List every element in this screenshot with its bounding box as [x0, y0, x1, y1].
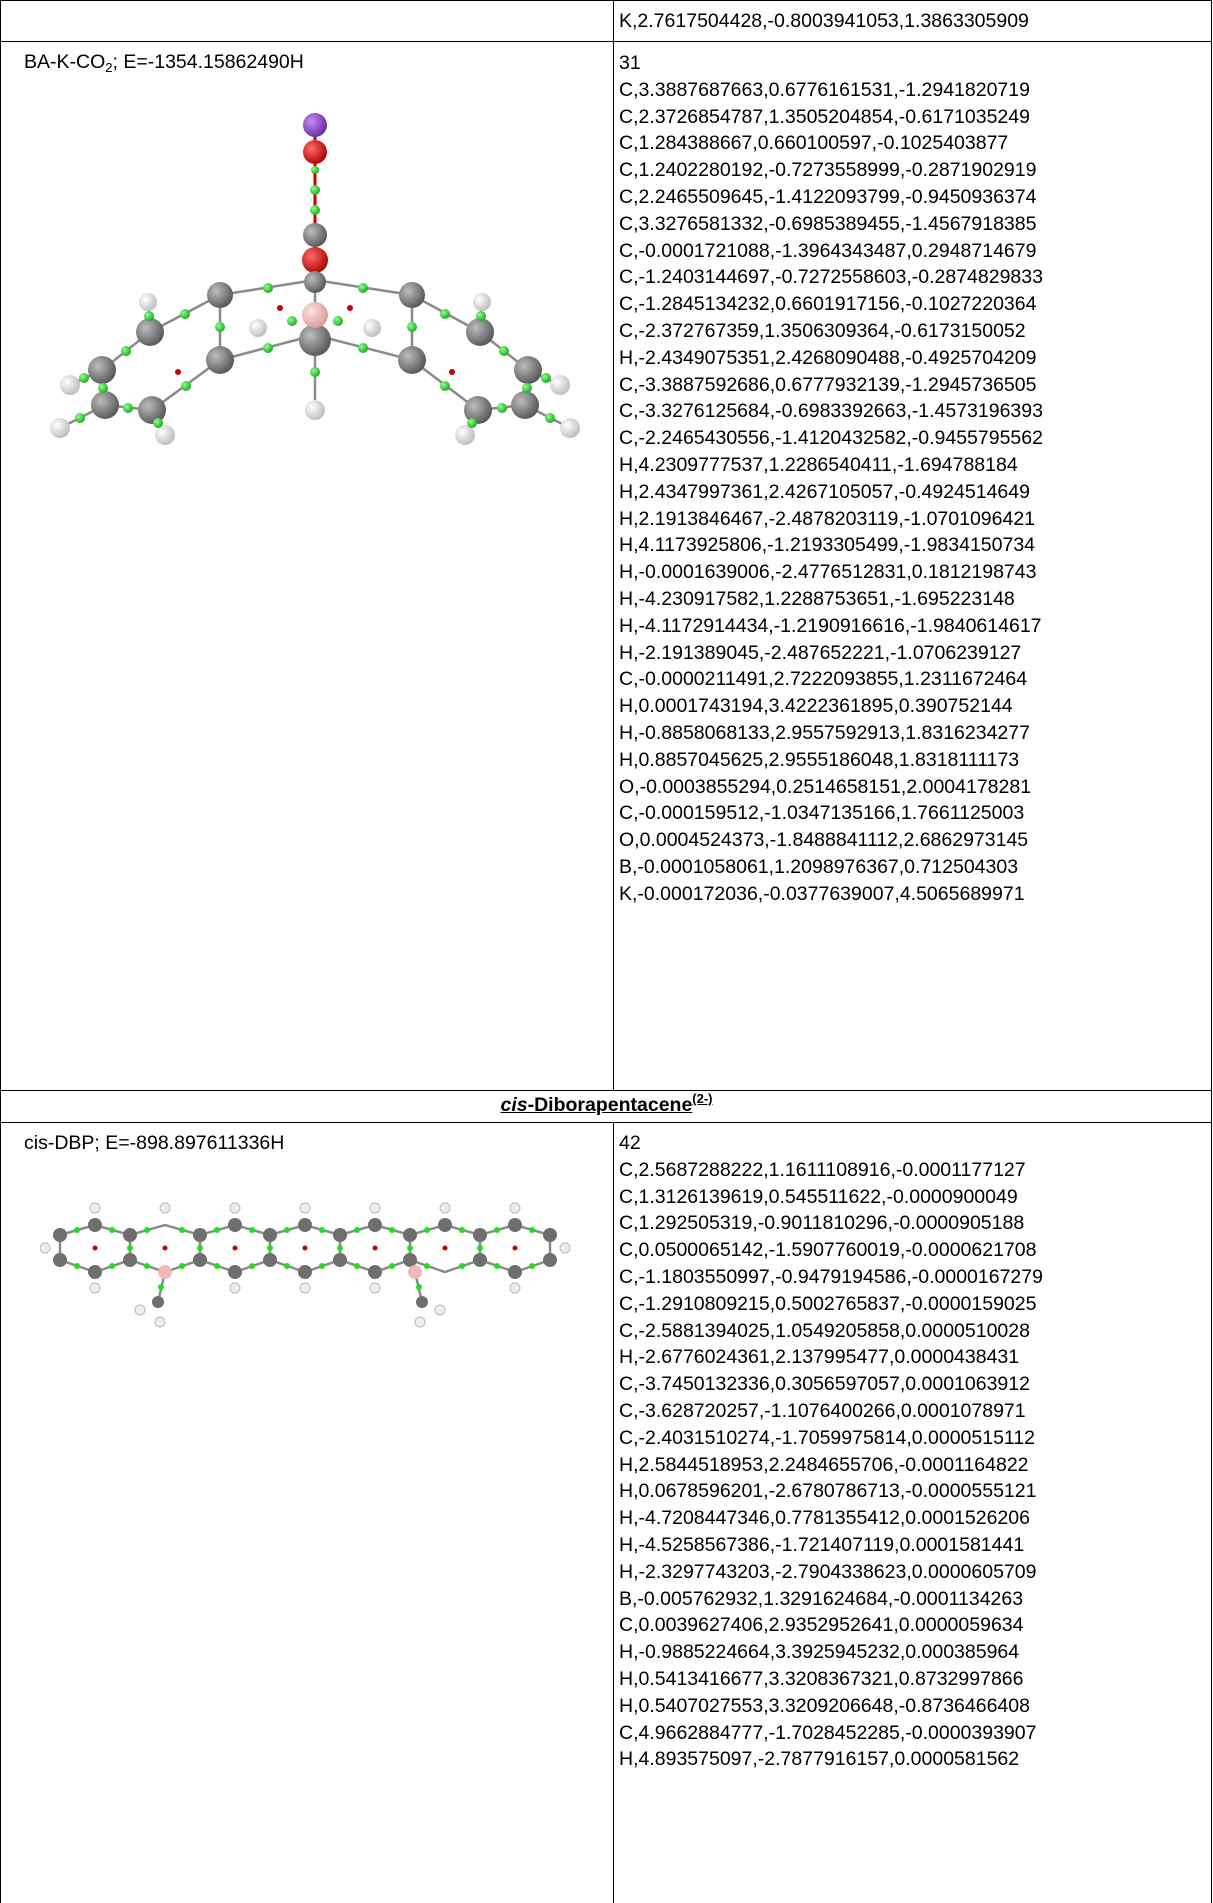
coordinate-line: C,1.2402280192,-0.7273558999,-0.28719029… — [619, 159, 1037, 182]
section-title: cis-Diborapentacene(2-) — [500, 1091, 713, 1116]
coordinate-line: B,-0.005762932,1.3291624684,-0.000113426… — [619, 1587, 1024, 1610]
coordinate-line: C,-1.2845134232,0.6601917156,-0.10272203… — [619, 293, 1037, 316]
coordinate-line: H,-4.1172914434,-1.2190916616,-1.9840614… — [619, 614, 1042, 637]
row-divider-3 — [0, 1122, 1212, 1123]
coordinate-line: C,0.0500065142,-1.5907760019,-0.00006217… — [619, 1239, 1037, 1262]
coordinate-line: H,-2.3297743203,-2.7904338623,0.00006057… — [619, 1560, 1037, 1583]
coordinate-line: C,1.3126139619,0.545511622,-0.0000900049 — [619, 1185, 1018, 1208]
coordinate-line: C,-2.4031510274,-1.7059975814,0.00005151… — [619, 1426, 1036, 1449]
coordinate-line: H,-4.230917582,1.2288753651,-1.695223148 — [619, 587, 1015, 610]
coordinate-line: H,0.5413416677,3.3208367321,0.8732997866 — [619, 1667, 1024, 1690]
coordinate-line: C,-3.3276125684,-0.6983392663,-1.4573196… — [619, 400, 1043, 423]
coordinate-line: H,-2.6776024361,2.137995477,0.0000438431 — [619, 1346, 1020, 1369]
coordinate-line: C,-0.000159512,-1.0347135166,1.766112500… — [619, 802, 1025, 825]
coordinate-line: C,-3.628720257,-1.1076400266,0.000107897… — [619, 1399, 1026, 1422]
coordinate-line: C,-0.0001721088,-1.3964343487,0.29487146… — [619, 239, 1037, 262]
coordinate-line: C,2.5687288222,1.1611108916,-0.000117712… — [619, 1158, 1026, 1181]
coordinate-line: C,-3.7450132336,0.3056597057,0.000106391… — [619, 1373, 1030, 1396]
coordinate-line: C,-2.372767359,1.3506309364,-0.617315005… — [619, 319, 1026, 342]
ba-k-co2-coordinate-list: 31 C,3.3887687663,0.6776161531,-1.294182… — [619, 42, 1209, 908]
coordinate-line: H,4.1173925806,-1.2193305499,-1.98341507… — [619, 534, 1036, 557]
coordinate-line: K,-0.000172036,-0.0377639007,4.506568997… — [619, 882, 1025, 905]
cis-dbp-coordinate-list: 42 C,2.5687288222,1.1611108916,-0.000117… — [619, 1124, 1209, 1773]
cis-dbp-label: cis-DBP; E=-898.897611336H — [24, 1132, 285, 1154]
coordinate-line: C,-1.2910809215,0.5002765837,-0.00001590… — [619, 1292, 1037, 1315]
ba-k-co2-label: BA-K-CO2; E=-1354.15862490H — [24, 51, 304, 75]
coordinate-line: O,-0.0003855294,0.2514658151,2.000417828… — [619, 775, 1032, 798]
coordinate-line: H,2.5844518953,2.2484655706,-0.000116482… — [619, 1453, 1029, 1476]
coordinate-line: H,0.0678596201,-2.6780786713,-0.00005551… — [619, 1480, 1037, 1503]
coordinate-line: C,-0.0000211491,2.7222093855,1.231167246… — [619, 668, 1028, 691]
table-border-top — [0, 0, 1212, 1]
coordinate-line: C,1.284388667,0.660100597,-0.1025403877 — [619, 132, 1009, 155]
coordinate-line: H,-4.5258567386,-1.721407119,0.000158144… — [619, 1533, 1025, 1556]
coordinate-line: C,-2.2465430556,-1.4120432582,-0.9455795… — [619, 427, 1043, 450]
coordinate-line: C,2.3726854787,1.3505204854,-0.617103524… — [619, 105, 1030, 128]
coordinate-line: H,2.1913846467,-2.4878203119,-1.07010964… — [619, 507, 1036, 530]
coordinate-line: B,-0.0001058061,1.2098976367,0.712504303 — [619, 855, 1019, 878]
coordinate-line: H,-0.8858068133,2.9557592913,1.831623427… — [619, 721, 1030, 744]
atom-count: 31 — [619, 52, 641, 74]
top-row-coordinate: K,2.7617504428,-0.8003941053,1.386330590… — [619, 10, 1029, 32]
coordinate-line: C,-2.5881394025,1.0549205858,0.000051002… — [619, 1319, 1030, 1342]
coordinate-line: H,0.8857045625,2.9555186048,1.8318111173 — [619, 748, 1020, 771]
coordinate-line: H,2.4347997361,2.4267105057,-0.492451464… — [619, 480, 1030, 503]
column-divider-top — [613, 0, 614, 1091]
coordinate-line: C,3.3887687663,0.6776161531,-1.294182071… — [619, 78, 1030, 101]
coordinate-line: C,2.2465509645,-1.4122093799,-0.94509363… — [619, 185, 1037, 208]
column-divider-bottom — [613, 1122, 614, 1903]
coordinate-line: H,-0.0001639006,-2.4776512831,0.18121987… — [619, 561, 1037, 584]
coordinate-line: H,-4.7208447346,0.7781355412,0.000152620… — [619, 1507, 1030, 1530]
row-divider-2 — [0, 1090, 1212, 1091]
coordinate-line: O,0.0004524373,-1.8488841112,2.686297314… — [619, 829, 1029, 852]
coordinate-line: C,-1.1803550997,-0.9479194586,-0.0000167… — [619, 1265, 1043, 1288]
coordinate-line: C,3.3276581332,-0.6985389455,-1.45679183… — [619, 212, 1037, 235]
coordinate-line: H,4.2309777537,1.2286540411,-1.694788184 — [619, 453, 1018, 476]
coordinate-line: H,0.5407027553,3.3209206648,-0.873646640… — [619, 1694, 1030, 1717]
cis-dbp-structure-icon — [40, 1202, 571, 1328]
coordinate-line: H,-2.4349075351,2.4268090488,-0.49257042… — [619, 346, 1037, 369]
atom-count: 42 — [619, 1132, 641, 1154]
coordinate-line: H,-2.191389045,-2.487652221,-1.070623912… — [619, 641, 1022, 664]
ba-k-co2-structure-icon — [50, 113, 580, 445]
coordinate-line: C,-1.2403144697,-0.7272558603,-0.2874829… — [619, 266, 1043, 289]
coordinate-line: C,0.0039627406,2.9352952641,0.0000059634 — [619, 1614, 1024, 1637]
coordinate-line: C,1.292505319,-0.9011810296,-0.000090518… — [619, 1212, 1025, 1235]
coordinate-line: H,4.893575097,-2.7877916157,0.0000581562 — [619, 1748, 1020, 1771]
coordinate-line: C,-3.3887592686,0.6777932139,-1.29457365… — [619, 373, 1037, 396]
table-border-left — [0, 0, 1, 1903]
coordinate-line: C,4.9662884777,-1.7028452285,-0.00003939… — [619, 1721, 1037, 1744]
row-divider-1 — [0, 41, 1212, 42]
coordinate-line: H,0.0001743194,3.4222361895,0.390752144 — [619, 695, 1013, 718]
table-border-right — [1211, 0, 1212, 1903]
coordinate-line: H,-0.9885224664,3.3925945232,0.000385964 — [619, 1641, 1020, 1664]
